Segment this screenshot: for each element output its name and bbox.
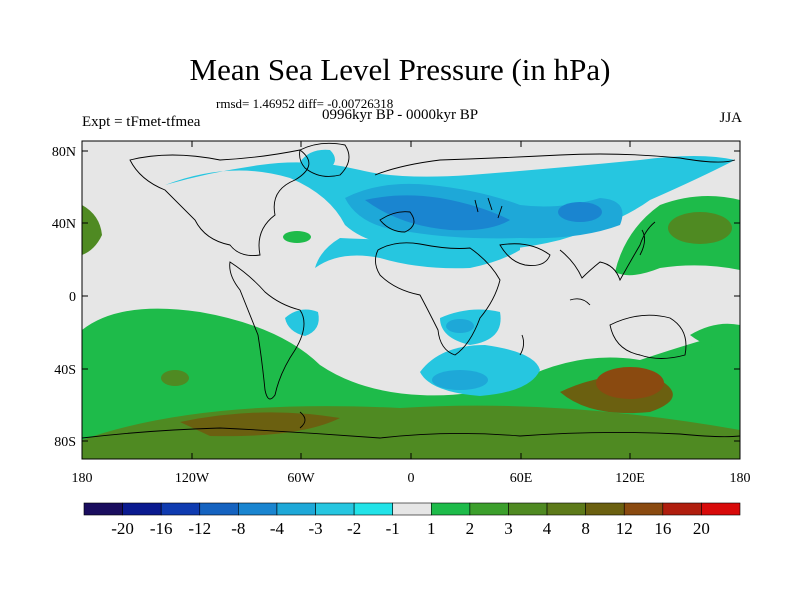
lon-label-60w: 60W — [287, 471, 315, 486]
colorbar-label: 3 — [504, 519, 513, 538]
colorbar-label: -20 — [111, 519, 134, 538]
colorbar-swatch — [623, 502, 664, 516]
axis-ticks — [81, 141, 741, 459]
colorbar-swatch — [160, 502, 201, 516]
colorbar-label: -3 — [308, 519, 322, 538]
lon-label-180e: 180 — [730, 471, 751, 486]
colorbar-swatch — [199, 502, 239, 516]
colorbar-swatch — [315, 502, 355, 516]
colorbar-swatch — [662, 502, 702, 516]
colorbar-label: -16 — [150, 519, 173, 538]
season-label: JJA — [719, 110, 742, 126]
colorbar-label: 2 — [466, 519, 475, 538]
colorbar-swatch — [430, 502, 471, 516]
colorbar — [83, 502, 741, 516]
lat-label-80s: 80S — [54, 435, 76, 450]
lat-label-0: 0 — [69, 290, 76, 305]
coastlines — [82, 142, 740, 439]
lon-label-60e: 60E — [510, 471, 533, 486]
colorbar-swatch — [353, 502, 394, 516]
colorbar-labels: -20 -16 -12 -8 -4 -3 -2 -1 1 2 3 4 8 12 16 20 — [111, 519, 710, 538]
experiment-label: Expt = tFmet-tfmea — [82, 114, 201, 130]
longitude-labels: 180 120W 60W 0 60E 120E 180 — [72, 471, 751, 486]
lon-label-180w: 180 — [72, 471, 93, 486]
latitude-labels: 80N 40N 0 40S 80S — [52, 145, 76, 450]
colorbar-label: -2 — [347, 519, 361, 538]
colorbar-swatch — [469, 502, 509, 516]
colorbar-label: 12 — [616, 519, 633, 538]
lon-label-120e: 120E — [615, 471, 645, 486]
colorbar-label: -4 — [270, 519, 285, 538]
colorbar-label: 1 — [427, 519, 436, 538]
colorbar-label: 16 — [654, 519, 671, 538]
colorbar-swatch — [122, 502, 162, 516]
map-title: Mean Sea Level Pressure (in hPa) — [189, 52, 611, 87]
time-period: 0996kyr BP - 0000kyr BP — [322, 107, 479, 123]
map-panel — [82, 141, 740, 459]
colorbar-label: -1 — [386, 519, 400, 538]
colorbar-label: 4 — [543, 519, 552, 538]
lon-label-120w: 120W — [175, 471, 210, 486]
colorbar-label: 20 — [693, 519, 710, 538]
colorbar-swatch — [508, 502, 548, 516]
colorbar-label: -8 — [231, 519, 245, 538]
positive-anomaly-fill — [82, 196, 740, 459]
lat-label-40s: 40S — [54, 363, 76, 378]
lon-label-0: 0 — [408, 471, 415, 486]
colorbar-swatch — [83, 502, 123, 516]
colorbar-swatch — [546, 502, 586, 516]
rmsd-diff-stats: rmsd= 1.46952 diff= -0.00726318 — [216, 96, 394, 111]
colorbar-label: 8 — [581, 519, 590, 538]
lat-label-40n: 40N — [52, 217, 76, 232]
lat-label-80n: 80N — [52, 145, 76, 160]
colorbar-swatch — [276, 502, 316, 516]
colorbar-swatch — [392, 502, 432, 516]
colorbar-swatch — [701, 502, 741, 516]
colorbar-swatch — [238, 502, 278, 516]
colorbar-swatch — [585, 502, 625, 516]
colorbar-label: -12 — [188, 519, 211, 538]
negative-anomaly-fill — [165, 149, 735, 396]
